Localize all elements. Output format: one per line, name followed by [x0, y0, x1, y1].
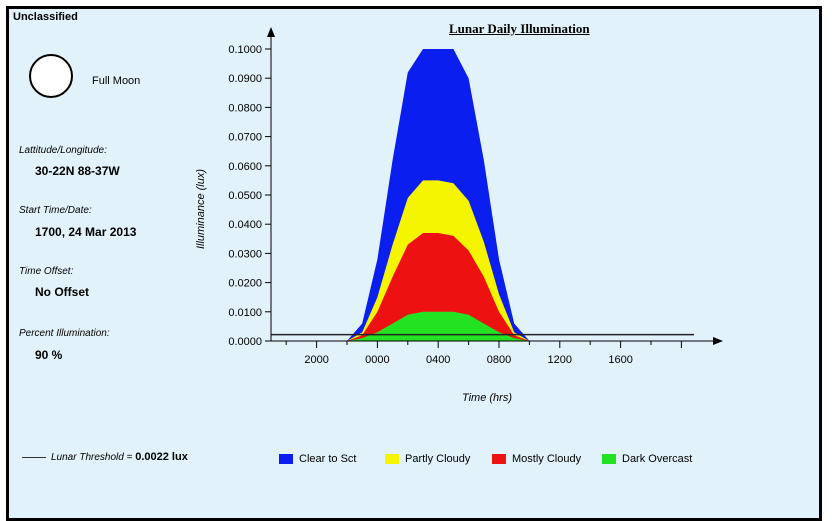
y-tick-label-0: 0.0000 — [228, 336, 262, 348]
legend-swatch-2 — [492, 453, 506, 464]
y-axis-label: Illuminance (lux) — [195, 169, 207, 249]
x-tick-label-1: 0000 — [365, 354, 389, 366]
time-offset-label: Time Offset: — [19, 266, 74, 277]
latitude-longitude-label: Lattitude/Longitude: — [19, 145, 107, 156]
y-tick-label-4: 0.0400 — [228, 219, 262, 231]
legend-label-1: Partly Cloudy — [405, 452, 471, 465]
x-axis-arrow — [713, 337, 723, 345]
x-tick-label-5: 1600 — [608, 354, 632, 366]
y-tick-label-5: 0.0500 — [228, 190, 262, 202]
chart-panel: Unclassified Full Moon Lattitude/Longitu… — [6, 6, 822, 521]
legend-swatch-3 — [602, 453, 616, 464]
percent-illumination-value: 90 % — [35, 348, 63, 362]
threshold-name: Lunar Threshold — [51, 452, 124, 463]
y-tick-label-6: 0.0600 — [228, 161, 262, 173]
y-tick-label-9: 0.0900 — [228, 73, 262, 85]
y-tick-label-10: 0.1000 — [228, 44, 262, 56]
start-time-label: Start Time/Date: — [19, 205, 92, 216]
legend-item-2: Mostly Cloudy — [492, 450, 582, 465]
moon-phase-label: Full Moon — [92, 75, 141, 87]
time-offset-value: No Offset — [35, 285, 89, 299]
legend-item-1: Partly Cloudy — [385, 450, 471, 465]
threshold-legend-line — [22, 457, 46, 458]
legend-item-3: Dark Overcast — [602, 450, 693, 465]
threshold-value: 0.0022 lux — [135, 451, 188, 463]
legend-label-3: Dark Overcast — [622, 452, 693, 465]
y-axis-arrow — [267, 27, 275, 37]
y-tick-label-8: 0.0800 — [228, 102, 262, 114]
threshold-legend: Lunar Threshold = 0.0022 lux — [51, 451, 188, 463]
legend-swatch-0 — [279, 453, 293, 464]
percent-illumination-label: Percent Illumination: — [19, 328, 110, 339]
x-tick-label-4: 1200 — [548, 354, 572, 366]
y-tick-label-1: 0.0100 — [228, 307, 262, 319]
x-axis-label: Time (hrs) — [462, 392, 512, 404]
start-time-value: 1700, 24 Mar 2013 — [35, 225, 137, 239]
area-series-3 — [347, 311, 530, 341]
legend-item-0: Clear to Sct — [279, 450, 357, 465]
chart-title: Lunar Daily Illumination — [449, 21, 590, 36]
x-tick-label-0: 2000 — [304, 354, 328, 366]
illumination-chart: 0.0000 0.0100 0.0200 0.0300 0.0400 0.0500 0.06… — [195, 27, 723, 404]
area-series-2 — [347, 233, 530, 341]
legend-label-0: Clear to Sct — [299, 452, 357, 465]
full-moon-icon — [29, 54, 73, 98]
legend-swatch-1 — [385, 453, 399, 464]
threshold-equals: = — [123, 452, 136, 463]
x-tick-label-3: 0800 — [487, 354, 511, 366]
y-tick-label-3: 0.0300 — [228, 248, 262, 260]
classification-label: Unclassified — [13, 11, 78, 23]
x-tick-label-2: 0400 — [426, 354, 450, 366]
y-tick-label-2: 0.0200 — [228, 278, 262, 290]
y-tick-label-7: 0.0700 — [228, 132, 262, 144]
latitude-longitude-value: 30-22N 88-37W — [35, 164, 120, 178]
legend-label-2: Mostly Cloudy — [512, 452, 582, 465]
